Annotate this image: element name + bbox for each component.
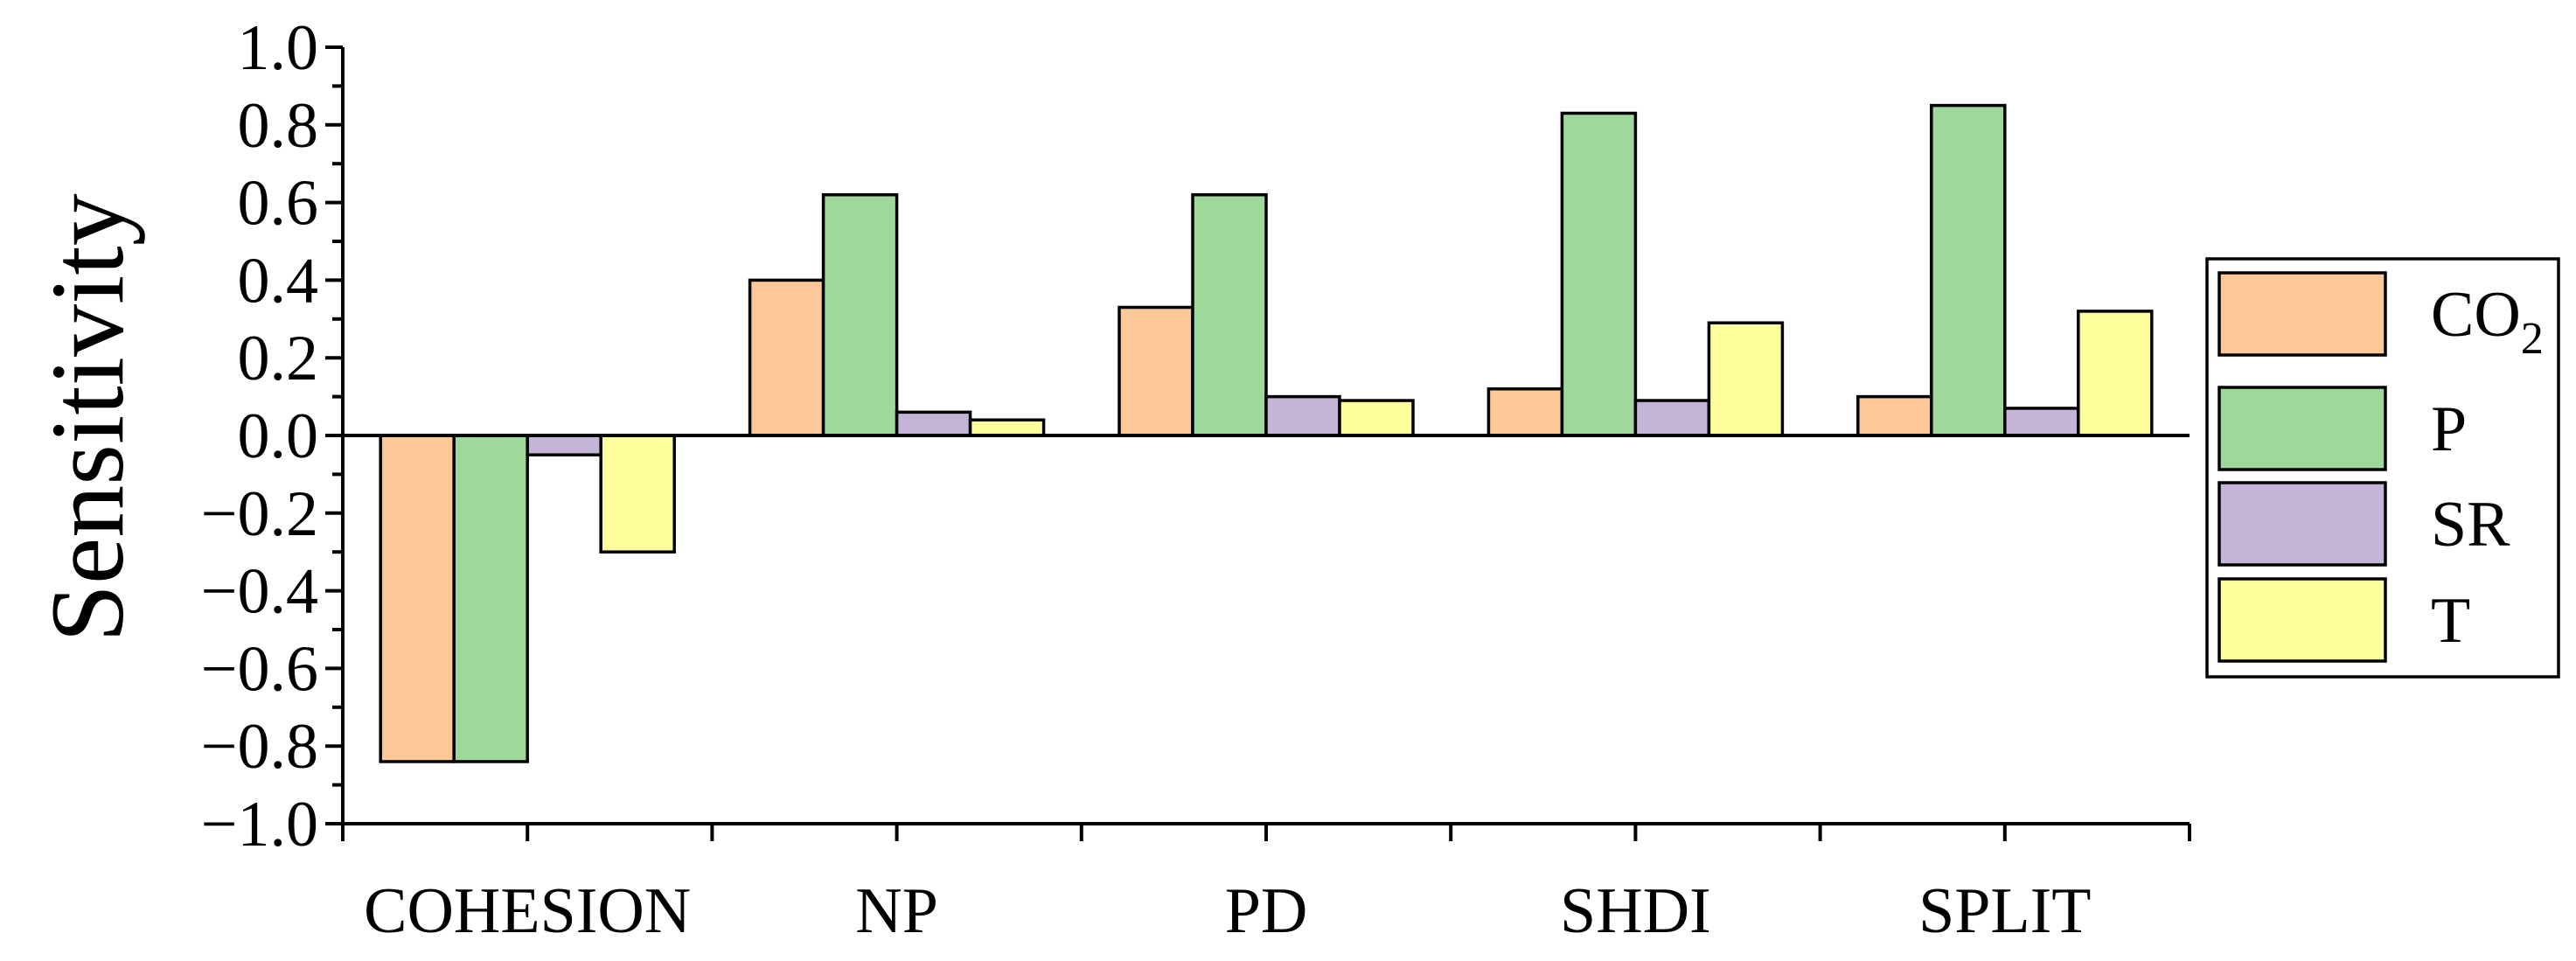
legend-label-sr: SR (2431, 489, 2510, 561)
bar-co2-np (748, 278, 825, 437)
bar-t-split (2077, 310, 2154, 437)
plot-area: −1.0−0.8−0.6−0.4−0.20.00.20.40.60.81.0 CO… (201, 12, 2191, 947)
legend: CO2 P SR T (2205, 257, 2560, 679)
bar-t-shdi (1707, 321, 1785, 437)
bar-co2-shdi (1486, 386, 1564, 437)
legend-label-t: T (2431, 585, 2470, 657)
legend-swatch-t (2217, 577, 2387, 663)
bar-co2-pd (1117, 305, 1194, 437)
y-tick-label: −0.4 (201, 556, 318, 628)
bar-t-cohesion (599, 434, 676, 554)
y-axis-title: Sensitivity (29, 193, 145, 642)
bar-t-pd (1338, 399, 1415, 437)
bar-p-np (821, 192, 899, 437)
y-tick-label: 0.0 (238, 400, 319, 472)
legend-label-p: P (2431, 393, 2467, 465)
x-category-label: NP (855, 875, 938, 947)
y-tick-label: 0.6 (238, 168, 319, 240)
bar-p-split (1930, 103, 2007, 437)
y-tick-label: −0.6 (201, 633, 318, 705)
y-tick-label: −0.2 (201, 478, 318, 550)
bar-co2-cohesion (379, 434, 456, 763)
x-category-label: SPLIT (1918, 875, 2091, 947)
y-tick-label: 0.2 (238, 323, 319, 394)
x-category-label: SHDI (1560, 875, 1711, 947)
bar-sr-split (2003, 407, 2080, 437)
y-tick-label: −0.8 (201, 711, 318, 783)
legend-label-co2: CO2 (2431, 279, 2544, 364)
bar-sr-np (895, 410, 972, 437)
bar-p-shdi (1560, 111, 1638, 437)
x-category-label: PD (1225, 875, 1308, 947)
bar-t-np (968, 418, 1046, 437)
y-tick-label: 0.4 (238, 245, 319, 317)
y-tick-label: 1.0 (238, 12, 319, 84)
legend-swatch-sr (2217, 481, 2387, 567)
legend-swatch-p (2217, 386, 2387, 471)
bar-p-pd (1191, 192, 1268, 437)
x-category-label: COHESION (364, 875, 691, 947)
legend-swatch-co2 (2217, 271, 2387, 357)
y-tick-label: 0.8 (238, 90, 319, 162)
bar-p-cohesion (452, 434, 529, 763)
bar-co2-split (1856, 394, 1933, 437)
bar-sr-cohesion (526, 434, 602, 456)
y-tick-label: −1.0 (201, 789, 318, 860)
bar-sr-shdi (1633, 399, 1711, 437)
bar-sr-pd (1264, 394, 1341, 437)
